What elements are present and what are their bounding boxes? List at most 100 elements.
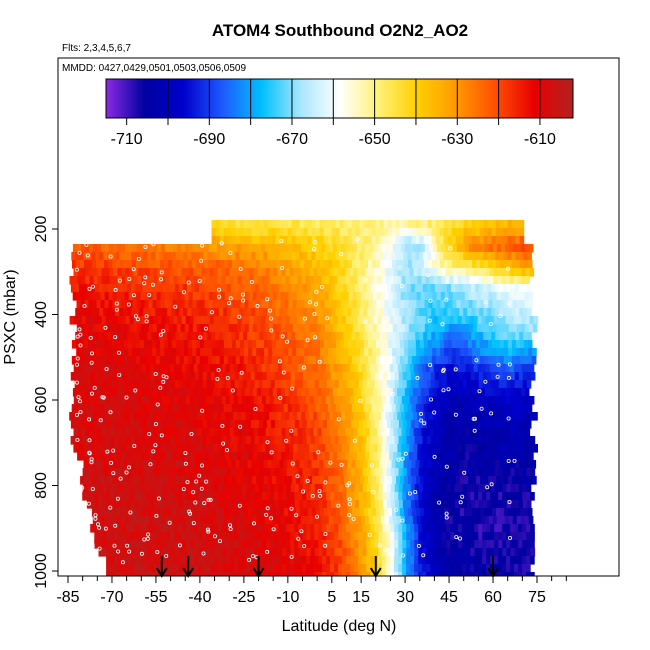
field-cell [102,420,108,429]
field-cell [417,396,423,405]
field-cell [459,340,465,349]
field-cell [402,372,408,381]
field-cell [335,340,341,349]
field-cell [69,412,74,421]
field-cell [245,412,250,421]
field-cell [437,268,443,277]
field-cell [384,516,390,525]
field-cell [280,388,286,397]
field-cell [110,484,116,493]
field-cell [526,564,531,573]
field-cell [142,468,148,477]
field-cell [470,284,476,293]
field-cell [274,524,279,533]
field-cell [165,316,171,325]
field-cell [416,244,422,253]
field-cell [466,548,472,557]
field-cell [289,452,294,461]
field-cell [178,548,184,557]
field-cell [434,284,440,293]
field-cell [490,468,496,477]
field-cell [507,220,513,229]
field-cell [485,316,491,325]
field-cell [254,540,259,549]
field-cell [95,508,101,517]
field-cell [211,356,217,365]
field-cell [255,308,260,317]
field-cell [470,420,476,429]
field-cell [129,444,134,453]
field-cell [175,356,181,365]
field-cell [247,460,253,469]
field-cell [341,444,346,453]
field-cell [387,404,393,413]
field-cell [519,228,525,237]
field-cell [159,252,164,261]
field-cell [424,388,430,397]
field-cell [449,428,455,437]
field-cell [399,308,404,317]
field-cell [440,388,446,397]
field-cell [474,420,480,429]
field-cell [320,260,325,269]
field-cell [213,428,219,437]
field-cell [132,324,138,333]
field-cell [306,284,312,293]
field-cell [206,284,212,293]
field-cell [325,452,330,461]
field-cell [307,252,312,261]
field-cell [439,460,445,469]
field-cell [303,332,308,341]
field-cell [465,428,471,437]
field-cell [252,260,257,269]
field-cell [496,260,501,269]
field-cell [235,220,241,229]
field-cell [468,476,473,485]
field-cell [208,244,214,253]
field-cell [482,484,488,493]
field-cell [523,308,528,317]
field-cell [282,564,287,573]
field-cell [226,380,232,389]
field-cell [358,532,363,541]
field-cell [385,412,390,421]
field-cell [385,444,390,453]
field-cell [467,404,473,413]
field-cell [484,476,489,485]
field-cell [314,540,319,549]
field-cell [343,460,349,469]
field-cell [505,452,510,461]
field-cell [462,572,467,576]
field-cell [141,452,146,461]
field-cell [251,236,257,245]
field-cell [347,252,352,261]
field-cell [208,300,214,309]
field-cell [490,372,496,381]
field-cell [162,548,168,557]
field-cell [447,460,453,469]
field-cell [310,372,316,381]
field-cell [480,348,485,357]
field-cell [219,404,225,413]
field-cell [370,532,375,541]
field-cell [430,500,436,509]
field-cell [492,292,498,301]
field-cell [99,460,105,469]
field-cell [506,484,512,493]
field-cell [514,548,520,557]
field-cell [389,268,395,277]
field-cell [190,436,196,445]
field-cell [215,308,220,317]
field-cell [295,236,301,245]
field-cell [524,300,530,309]
field-cell [268,324,274,333]
field-cell [518,564,523,573]
field-cell [440,260,445,269]
field-cell [402,524,407,533]
field-cell [158,484,164,493]
field-cell [210,540,215,549]
field-cell [326,572,331,576]
field-cell [495,332,500,341]
field-cell [111,340,117,349]
field-cell [285,268,291,277]
